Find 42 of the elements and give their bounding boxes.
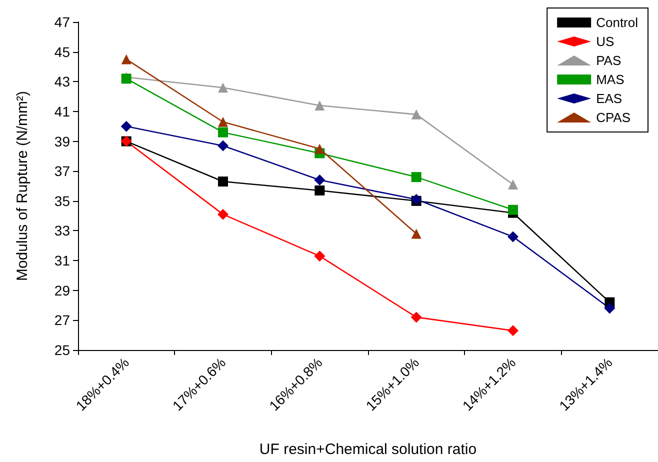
- y-tick-label: 33: [54, 222, 70, 239]
- point: [314, 144, 325, 154]
- y-tick-label: 31: [54, 252, 70, 269]
- legend-label: US: [596, 34, 614, 49]
- point: [410, 312, 422, 323]
- legend-label: EAS: [596, 91, 622, 106]
- point: [218, 127, 228, 138]
- y-tick-label: 25: [54, 342, 70, 358]
- point: [411, 228, 422, 239]
- point: [121, 54, 132, 64]
- y-tick-label: 43: [54, 74, 70, 90]
- legend-label: Control: [596, 15, 638, 30]
- point: [604, 302, 616, 314]
- point: [218, 140, 228, 152]
- legend-label: MAS: [596, 72, 625, 87]
- legend-label: CPAS: [596, 110, 631, 125]
- x-axis-title: UF resin+Chemical solution ratio: [259, 441, 477, 458]
- point: [218, 208, 228, 220]
- point: [508, 231, 518, 242]
- point: [314, 174, 326, 186]
- point: [218, 176, 228, 187]
- y-tick-label: 29: [54, 282, 70, 298]
- point: [411, 172, 422, 182]
- y-tick-label: 45: [54, 44, 70, 60]
- point: [218, 82, 228, 93]
- y-tick-label: 47: [54, 14, 70, 30]
- point: [508, 180, 518, 190]
- y-tick-label: 35: [54, 192, 70, 209]
- y-axis-title: Modulus of Rupture (N/mm²): [14, 90, 31, 282]
- point: [411, 109, 422, 120]
- y-tick-label: 39: [54, 133, 70, 150]
- point: [314, 185, 325, 196]
- point: [314, 100, 325, 110]
- point: [314, 250, 326, 262]
- point: [120, 120, 132, 132]
- point: [218, 116, 228, 127]
- legend-label: PAS: [596, 53, 622, 68]
- y-tick-label: 37: [54, 163, 70, 180]
- y-tick-label: 27: [54, 312, 70, 328]
- y-tick-label: 41: [54, 103, 70, 120]
- point: [508, 325, 518, 336]
- point: [508, 204, 518, 215]
